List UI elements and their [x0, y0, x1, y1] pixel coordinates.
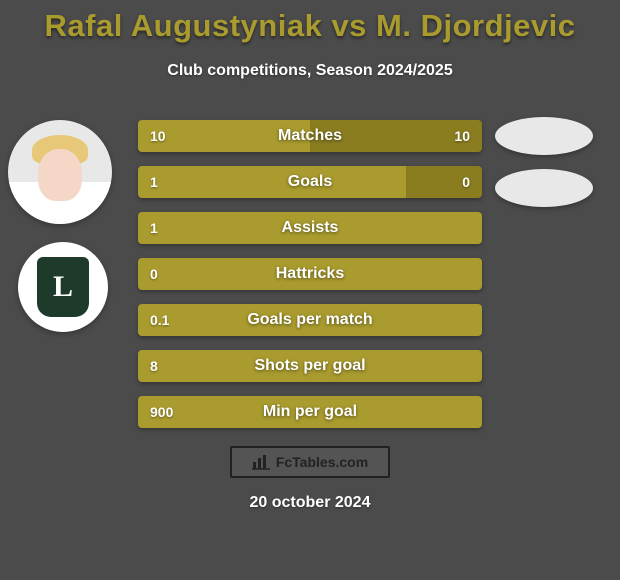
source-logo-text: FcTables.com	[276, 454, 368, 470]
club-badge: L	[18, 242, 108, 332]
source-logo: FcTables.com	[230, 446, 390, 478]
player-right-avatar-placeholder	[495, 117, 593, 155]
club-badge-letter: L	[37, 257, 89, 317]
stats-bars: 1010Matches 10Goals 1Assists 0Hattricks 0.1G…	[138, 120, 482, 442]
stat-left-value: 8	[138, 350, 482, 382]
stat-left-value: 0	[138, 258, 482, 290]
stat-left-value: 1	[138, 212, 482, 244]
stat-left-value: 900	[138, 396, 482, 428]
right-player-column	[495, 117, 605, 221]
stat-row: 10Goals	[138, 166, 482, 198]
stat-row: 900Min per goal	[138, 396, 482, 428]
stat-right-value: 0	[406, 166, 482, 198]
stat-row: 0.1Goals per match	[138, 304, 482, 336]
stat-right-value: 10	[310, 120, 482, 152]
bar-chart-icon	[252, 454, 270, 470]
left-player-column: L	[8, 120, 118, 332]
season-subtitle: Club competitions, Season 2024/2025	[0, 62, 620, 80]
page-root: Rafal Augustyniak vs M. Djordjevic Club …	[0, 0, 620, 580]
stat-left-value: 1	[138, 166, 406, 198]
avatar-face	[38, 149, 82, 201]
comparison-title: Rafal Augustyniak vs M. Djordjevic	[0, 0, 620, 44]
footer-date: 20 october 2024	[0, 494, 620, 512]
stat-left-value: 10	[138, 120, 310, 152]
stat-row: 0Hattricks	[138, 258, 482, 290]
stat-row: 1Assists	[138, 212, 482, 244]
stat-row: 8Shots per goal	[138, 350, 482, 382]
stat-left-value: 0.1	[138, 304, 482, 336]
player-left-avatar	[8, 120, 112, 224]
stat-row: 1010Matches	[138, 120, 482, 152]
player-right-club-placeholder	[495, 169, 593, 207]
